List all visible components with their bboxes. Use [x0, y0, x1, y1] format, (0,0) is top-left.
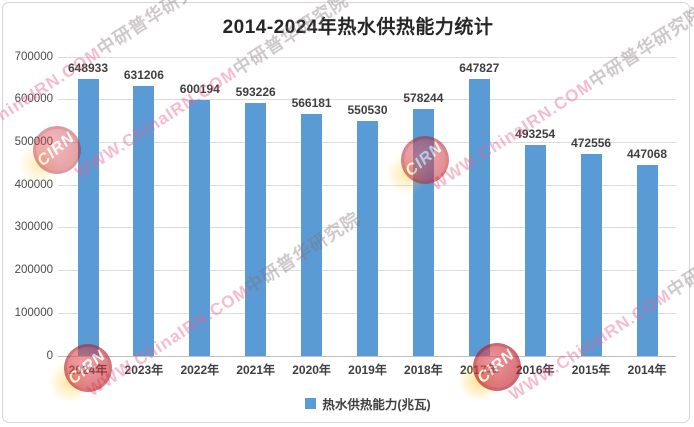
bar-2019年	[357, 120, 378, 356]
gridline	[58, 56, 676, 58]
bar-value-label: 647827	[459, 61, 500, 76]
bar-value-label: 631206	[123, 68, 164, 83]
bar-value-label: 566181	[291, 96, 332, 111]
gridline	[58, 99, 676, 101]
bar-value-label: 593226	[235, 84, 276, 99]
legend: 热水供热能力(兆瓦)	[0, 394, 694, 413]
y-axis-tick-label: 700000	[14, 50, 53, 63]
legend-marker	[305, 398, 317, 409]
legend-label: 热水供热能力(兆瓦)	[322, 398, 431, 412]
x-axis-tick-label: 2019年	[348, 363, 387, 377]
bar-2020年	[301, 114, 323, 356]
bar-2022年	[189, 99, 211, 356]
y-axis-tick-label: 500000	[14, 135, 53, 148]
chart-border	[2, 2, 690, 423]
bar-2021年	[245, 102, 267, 356]
x-axis-tick-label: 2021年	[236, 363, 276, 377]
bar-value-label: 600194	[179, 81, 220, 96]
x-axis-tick-label: 2015年	[571, 363, 611, 377]
bar-value-label: 578244	[403, 91, 444, 105]
bar-value-label: 447068	[626, 147, 668, 162]
y-axis-tick-label: 300000	[14, 221, 53, 234]
bar-2017年	[468, 79, 490, 356]
bar-2014年	[636, 165, 658, 356]
x-axis-tick-label: 2018年	[404, 363, 443, 377]
bar-2024年	[77, 78, 99, 356]
x-axis-tick-label: 2023年	[124, 363, 164, 377]
bar-2023年	[133, 86, 155, 356]
x-axis-tick-label: 2020年	[292, 363, 331, 377]
y-axis-tick-label: 0	[46, 349, 53, 362]
y-axis-tick-label: 600000	[14, 93, 53, 106]
bar-value-label: 472556	[571, 136, 612, 151]
x-axis-tick-label: 2016年	[515, 363, 555, 377]
y-axis-tick-label: 100000	[14, 306, 53, 319]
chart-title: 2014-2024年热水供热能力统计	[222, 17, 494, 38]
bar-2015年	[580, 154, 602, 356]
y-axis-tick-label: 200000	[14, 264, 53, 277]
bar-2016年	[524, 145, 546, 356]
bar-2018年	[412, 109, 434, 356]
bar-value-label: 648933	[67, 60, 109, 75]
x-axis-tick-label: 2022年	[180, 363, 220, 377]
x-axis-tick-label: 2014年	[627, 363, 667, 377]
y-axis-tick-label: 400000	[14, 178, 53, 191]
bar-value-label: 493254	[515, 127, 556, 142]
bar-value-label: 550530	[347, 102, 388, 117]
gridline	[58, 355, 676, 357]
